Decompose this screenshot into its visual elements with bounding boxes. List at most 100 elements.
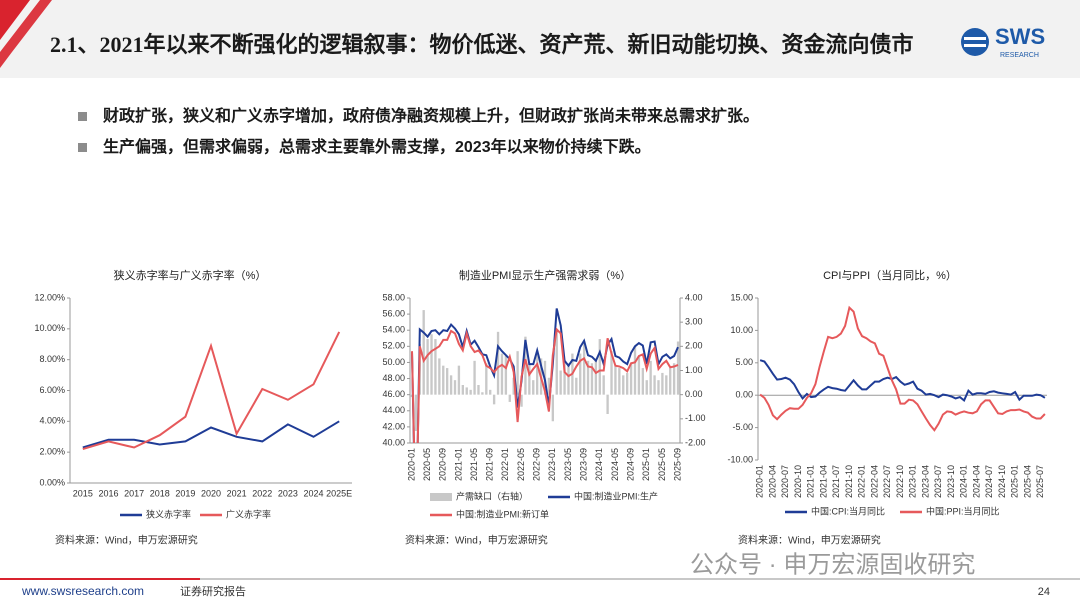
bar [473, 360, 476, 395]
bar [645, 380, 648, 395]
x-tick-label: 2016 [98, 488, 118, 498]
bar [657, 380, 660, 395]
bar [676, 341, 680, 395]
x-tick-label: 2022-05 [516, 448, 526, 481]
x-tick-label: 2025-05 [657, 448, 667, 481]
bar [504, 356, 508, 395]
bar [461, 385, 464, 395]
series-line [82, 331, 341, 451]
y-tick-label: 10.00 [730, 325, 753, 335]
bar [438, 358, 441, 395]
y-tick-label: 2.00% [39, 447, 65, 457]
bar [602, 375, 605, 395]
y-tick-label: 58.00 [382, 292, 405, 302]
x-tick-label: 2023-10 [946, 465, 956, 498]
bar [669, 368, 672, 395]
bar [641, 368, 644, 395]
x-tick-label: 2024-07 [984, 465, 994, 498]
y-tick-label: 0.00 [735, 390, 753, 400]
bar [508, 394, 511, 402]
bar [489, 389, 492, 395]
x-tick-label: 2023-09 [579, 448, 589, 481]
bar [422, 310, 425, 395]
x-tick-label: 2021-10 [844, 465, 854, 498]
y-tick-label: 6.00% [39, 385, 65, 395]
bar [512, 377, 515, 395]
logo: SWS RESEARCH [961, 24, 1045, 59]
x-tick-label: 2025E [326, 488, 352, 498]
bar [500, 353, 504, 395]
footer-rule [200, 578, 1080, 580]
bar [551, 394, 554, 422]
x-tick-label: 2022-01 [857, 465, 867, 498]
bullet: 财政扩张，狭义和广义赤字增加，政府债净融资规模上升，但财政扩张尚未带来总需求扩张… [102, 106, 759, 125]
y-tick-label: 4.00% [39, 416, 65, 426]
bar [442, 365, 445, 395]
logo-sub: RESEARCH [1000, 52, 1039, 59]
x-tick-label: 2020-07 [780, 465, 790, 498]
source-note: 资料来源：Wind，申万宏源研究 [55, 534, 198, 547]
y-tick-label: 0.00% [39, 477, 65, 487]
bar [567, 363, 570, 395]
x-tick-label: 2015 [73, 488, 93, 498]
x-tick-label: 2022-04 [869, 465, 879, 498]
x-tick-label: 2018 [150, 488, 170, 498]
y-tick-label: 56.00 [382, 308, 405, 318]
bar [622, 375, 625, 395]
x-tick-label: 2023-07 [933, 465, 943, 498]
x-tick-label: 2025-01 [641, 448, 651, 481]
bar [582, 341, 586, 395]
x-tick-label: 2023-04 [920, 465, 930, 498]
series-line [411, 327, 679, 443]
x-tick-label: 2021-01 [453, 448, 463, 481]
y2-tick-label: 3.00 [685, 317, 703, 327]
bar [586, 360, 590, 395]
y-tick-label: 46.00 [382, 389, 405, 399]
x-tick-label: 2022-07 [882, 465, 892, 498]
y-tick-label: -10.00 [727, 454, 753, 464]
bar [614, 365, 617, 395]
legend-swatch [430, 493, 452, 501]
bar [590, 363, 594, 395]
y2-tick-label: 0.00 [685, 389, 703, 399]
x-tick-label: 2023 [278, 488, 298, 498]
bullet-marker [78, 143, 87, 152]
y-tick-label: 44.00 [382, 405, 405, 415]
y2-tick-label: -1.00 [685, 413, 706, 423]
logo-text: SWS [995, 24, 1045, 49]
logo-stripe [964, 37, 986, 40]
logo-mark [961, 28, 989, 56]
bar [434, 339, 437, 395]
y2-tick-label: -2.00 [685, 437, 706, 447]
footer-label: 证券研究报告 [180, 584, 246, 598]
bar [492, 394, 496, 405]
x-tick-label: 2024-10 [997, 465, 1007, 498]
legend-label: 产需缺口（右轴） [456, 490, 528, 501]
chart: 制造业PMI显示生产强需求弱（%） 40.00 42.00 44.00 46.00 48.… [382, 268, 706, 519]
bar [426, 339, 429, 395]
x-tick-label: 2017 [124, 488, 144, 498]
y-tick-label: 40.00 [382, 437, 405, 447]
x-tick-label: 2023-01 [547, 448, 557, 481]
x-tick-label: 2021-05 [469, 448, 479, 481]
x-tick-label: 2021-04 [818, 465, 828, 498]
x-tick-label: 2023-01 [908, 465, 918, 498]
x-tick-label: 2022-09 [532, 448, 542, 481]
page-number: 24 [1038, 586, 1050, 598]
chart: CPI与PPI（当月同比，%） -10.00 -5.00 0.00 5.00 10.00 1… [727, 268, 1047, 516]
legend-label: 广义赤字率 [226, 508, 271, 519]
x-tick-label: 2024-05 [610, 448, 620, 481]
x-tick-label: 2024-04 [971, 465, 981, 498]
bar [672, 363, 676, 395]
bar [575, 377, 578, 395]
x-tick-label: 2019 [175, 488, 195, 498]
bar [629, 363, 633, 395]
legend-label: 中国:制造业PMI:新订单 [456, 508, 549, 519]
bar [520, 394, 523, 407]
bar [661, 372, 664, 395]
x-tick-label: 2024-09 [625, 448, 635, 481]
chart-title: CPI与PPI（当月同比，%） [823, 268, 957, 282]
bar [532, 380, 535, 395]
x-tick-label: 2023-05 [563, 448, 573, 481]
